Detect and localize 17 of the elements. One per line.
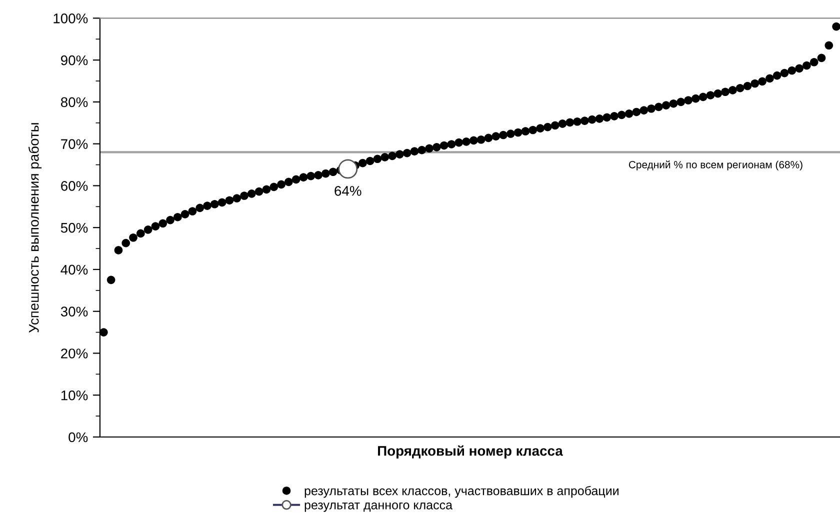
data-label: 64%: [334, 186, 362, 196]
legend-label: результаты всех классов, участвовавших в апробации: [304, 486, 618, 498]
y-tick-label: 90%: [61, 55, 88, 66]
y-tick-label: 50%: [60, 222, 88, 233]
ref-line-label: Средний % по всем регионам (68%): [628, 160, 802, 170]
y-tick-label: 70%: [61, 139, 88, 149]
y-tick-label: 0%: [68, 432, 88, 442]
y-tick-label: 60%: [61, 181, 88, 191]
y-tick-label: 80%: [60, 97, 88, 108]
x-axis-title: Порядковый номер класса: [378, 445, 563, 459]
y-axis-title: Успешность выполнения работы: [28, 123, 42, 333]
y-tick-label: 30%: [60, 306, 88, 317]
legend-label: результат данного класса: [304, 502, 453, 512]
y-tick-label: 100%: [54, 14, 88, 24]
y-tick-label: 20%: [61, 348, 88, 358]
y-tick-label: 10%: [61, 390, 88, 400]
y-tick-label: 40%: [60, 264, 88, 275]
